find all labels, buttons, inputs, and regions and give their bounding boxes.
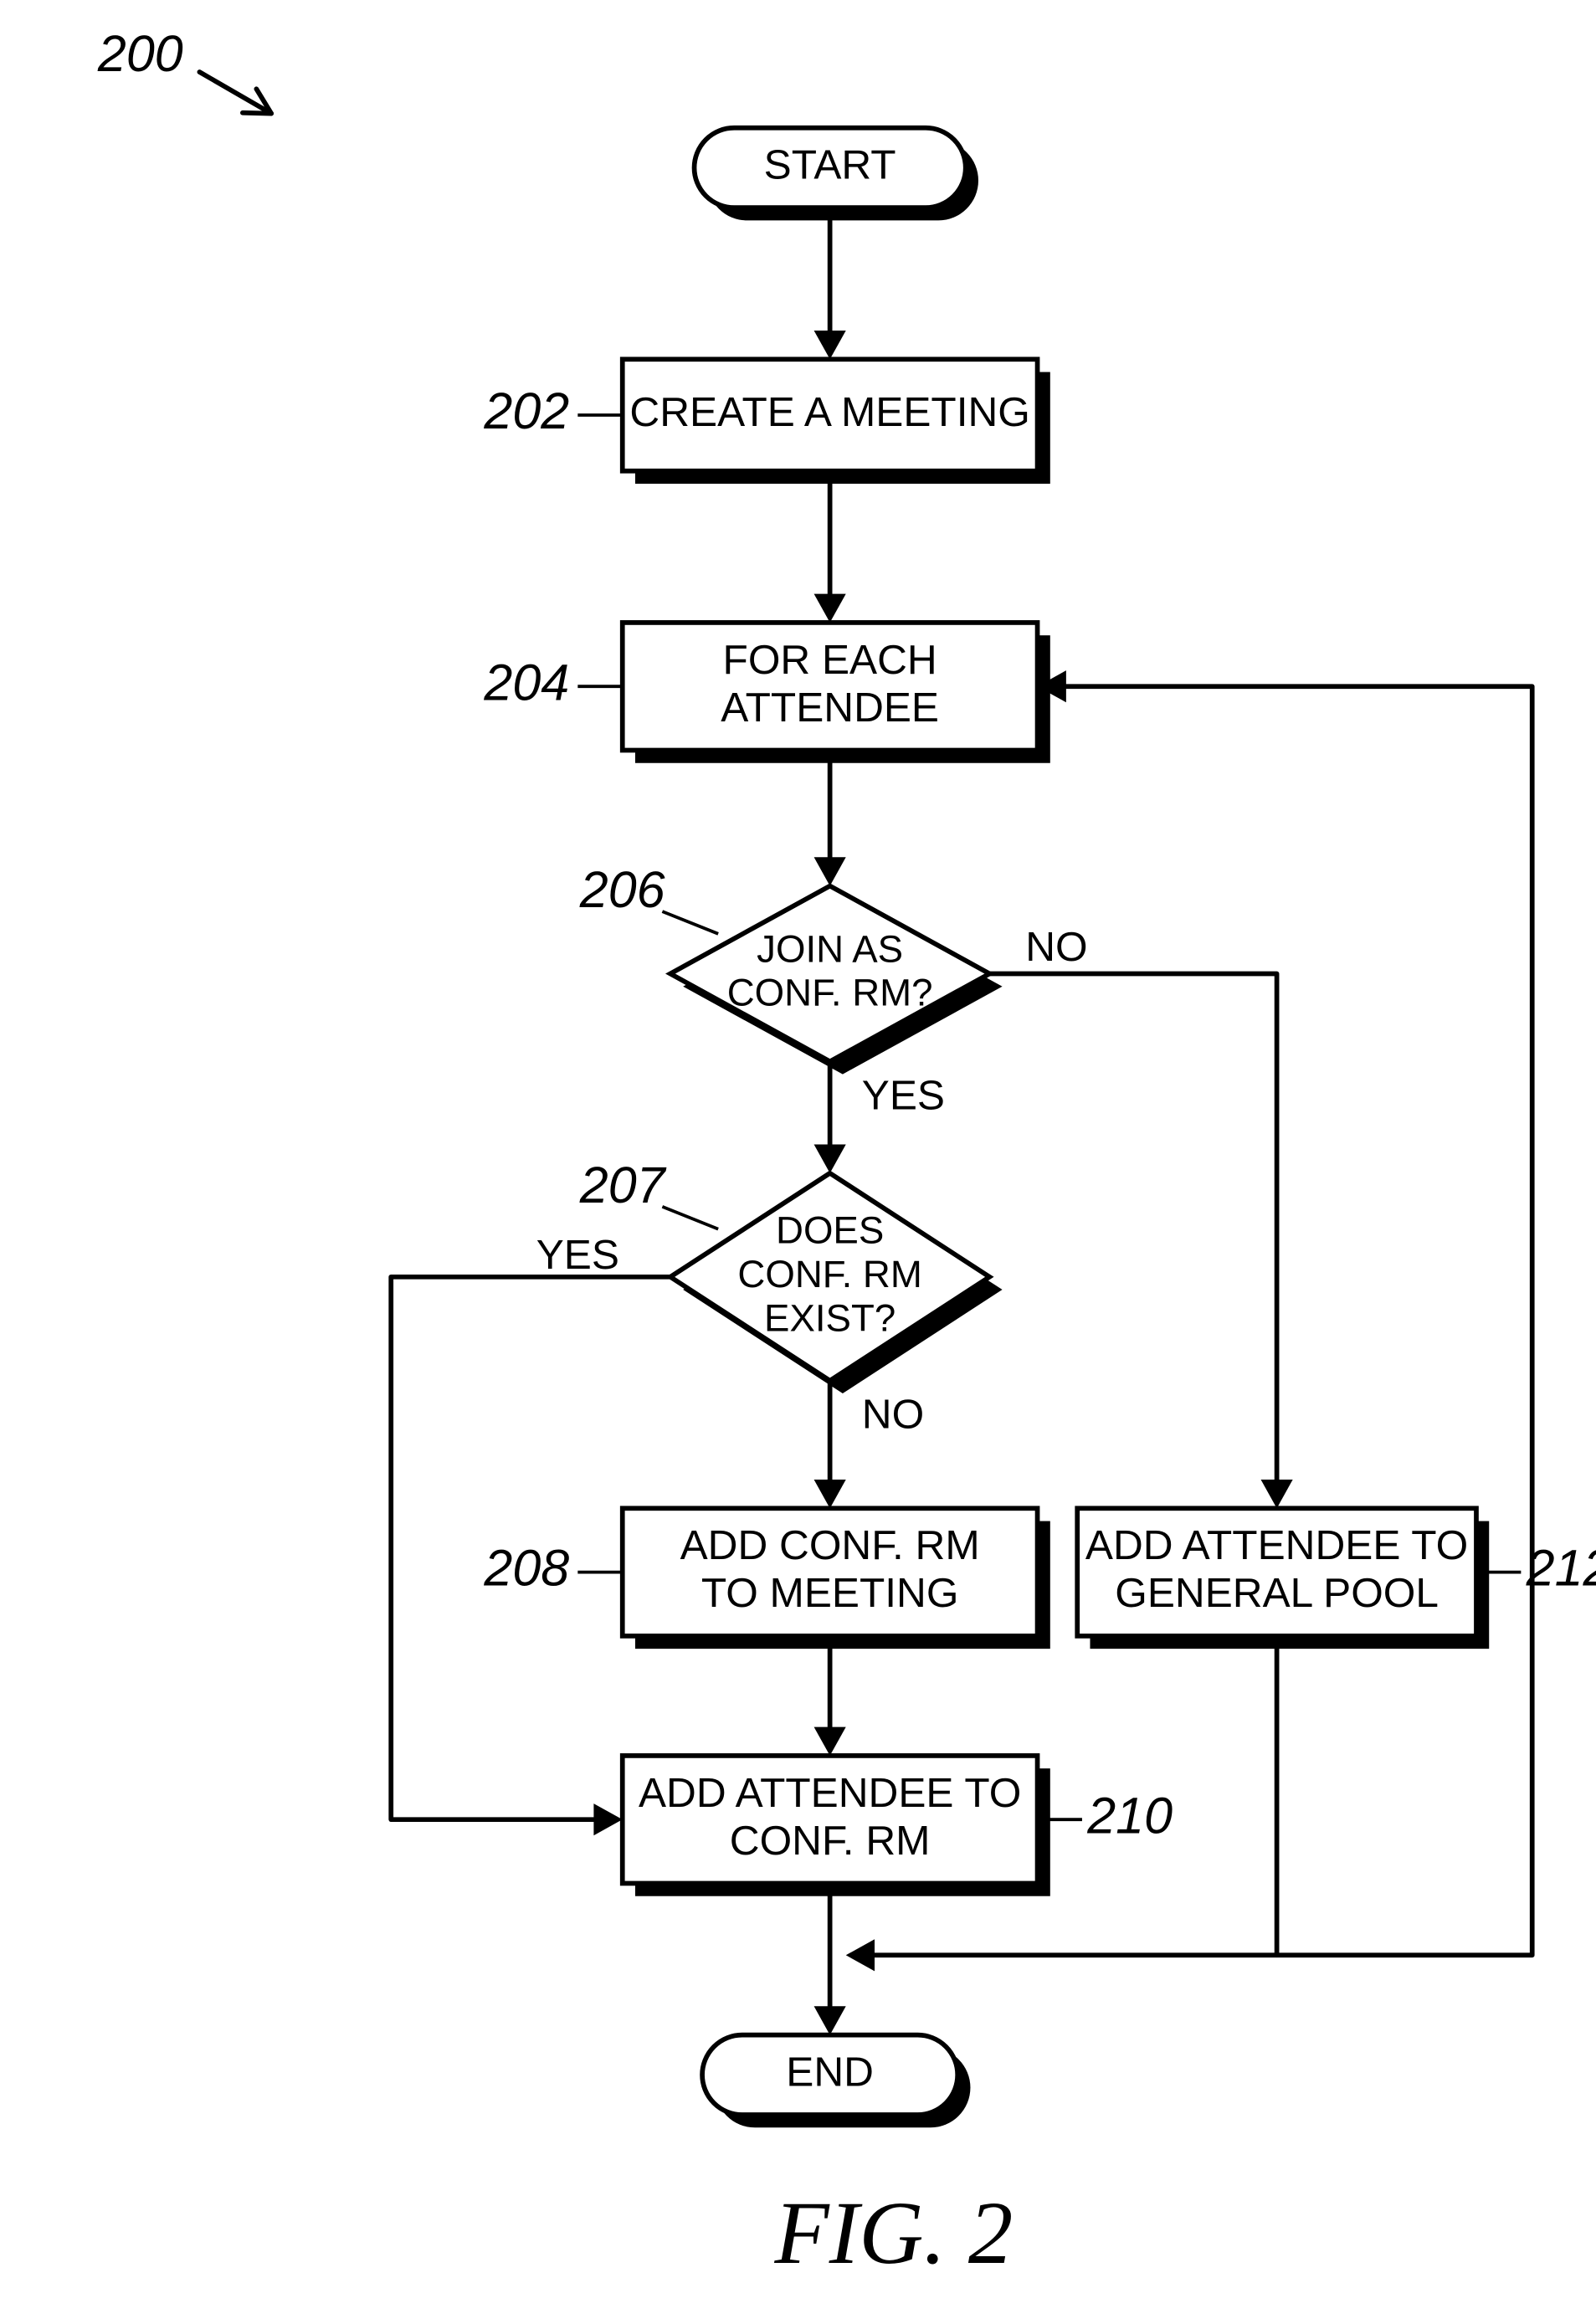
svg-text:GENERAL POOL: GENERAL POOL	[1115, 1569, 1439, 1616]
svg-text:ADD ATTENDEE TO: ADD ATTENDEE TO	[639, 1769, 1021, 1816]
svg-text:DOES: DOES	[776, 1208, 884, 1251]
edge-label-206-207: YES	[862, 1071, 945, 1118]
ref-label-208: 208	[483, 1540, 569, 1597]
svg-text:CONF. RM: CONF. RM	[737, 1253, 921, 1295]
svg-text:END: END	[786, 2048, 874, 2095]
ref-label-207: 207	[579, 1157, 667, 1213]
figure-caption: FIG. 2	[774, 2184, 1014, 2283]
svg-text:ADD ATTENDEE TO: ADD ATTENDEE TO	[1085, 1521, 1468, 1568]
svg-text:CREATE A MEETING: CREATE A MEETING	[629, 388, 1029, 435]
edge-label-207-208: NO	[862, 1391, 924, 1438]
figure-ref-200: 200	[97, 25, 183, 82]
ref-label-204: 204	[483, 654, 569, 711]
ref-label-202: 202	[483, 382, 569, 439]
svg-text:JOIN AS: JOIN AS	[757, 927, 903, 970]
ref-label-210: 210	[1086, 1787, 1173, 1844]
svg-text:CONF. RM: CONF. RM	[730, 1817, 931, 1864]
svg-text:ATTENDEE: ATTENDEE	[721, 684, 939, 731]
svg-text:EXIST?: EXIST?	[764, 1296, 896, 1339]
ref-label-212: 212	[1526, 1540, 1596, 1597]
svg-text:ADD CONF. RM: ADD CONF. RM	[680, 1521, 980, 1568]
ref-label-206: 206	[579, 861, 665, 918]
svg-text:CONF. RM?: CONF. RM?	[727, 972, 933, 1014]
edge-label-207-210: YES	[536, 1231, 619, 1278]
edge-label-206-212: NO	[1025, 923, 1087, 970]
svg-text:START: START	[764, 141, 896, 188]
svg-text:TO MEETING: TO MEETING	[701, 1569, 959, 1616]
svg-text:FOR EACH: FOR EACH	[723, 636, 937, 683]
